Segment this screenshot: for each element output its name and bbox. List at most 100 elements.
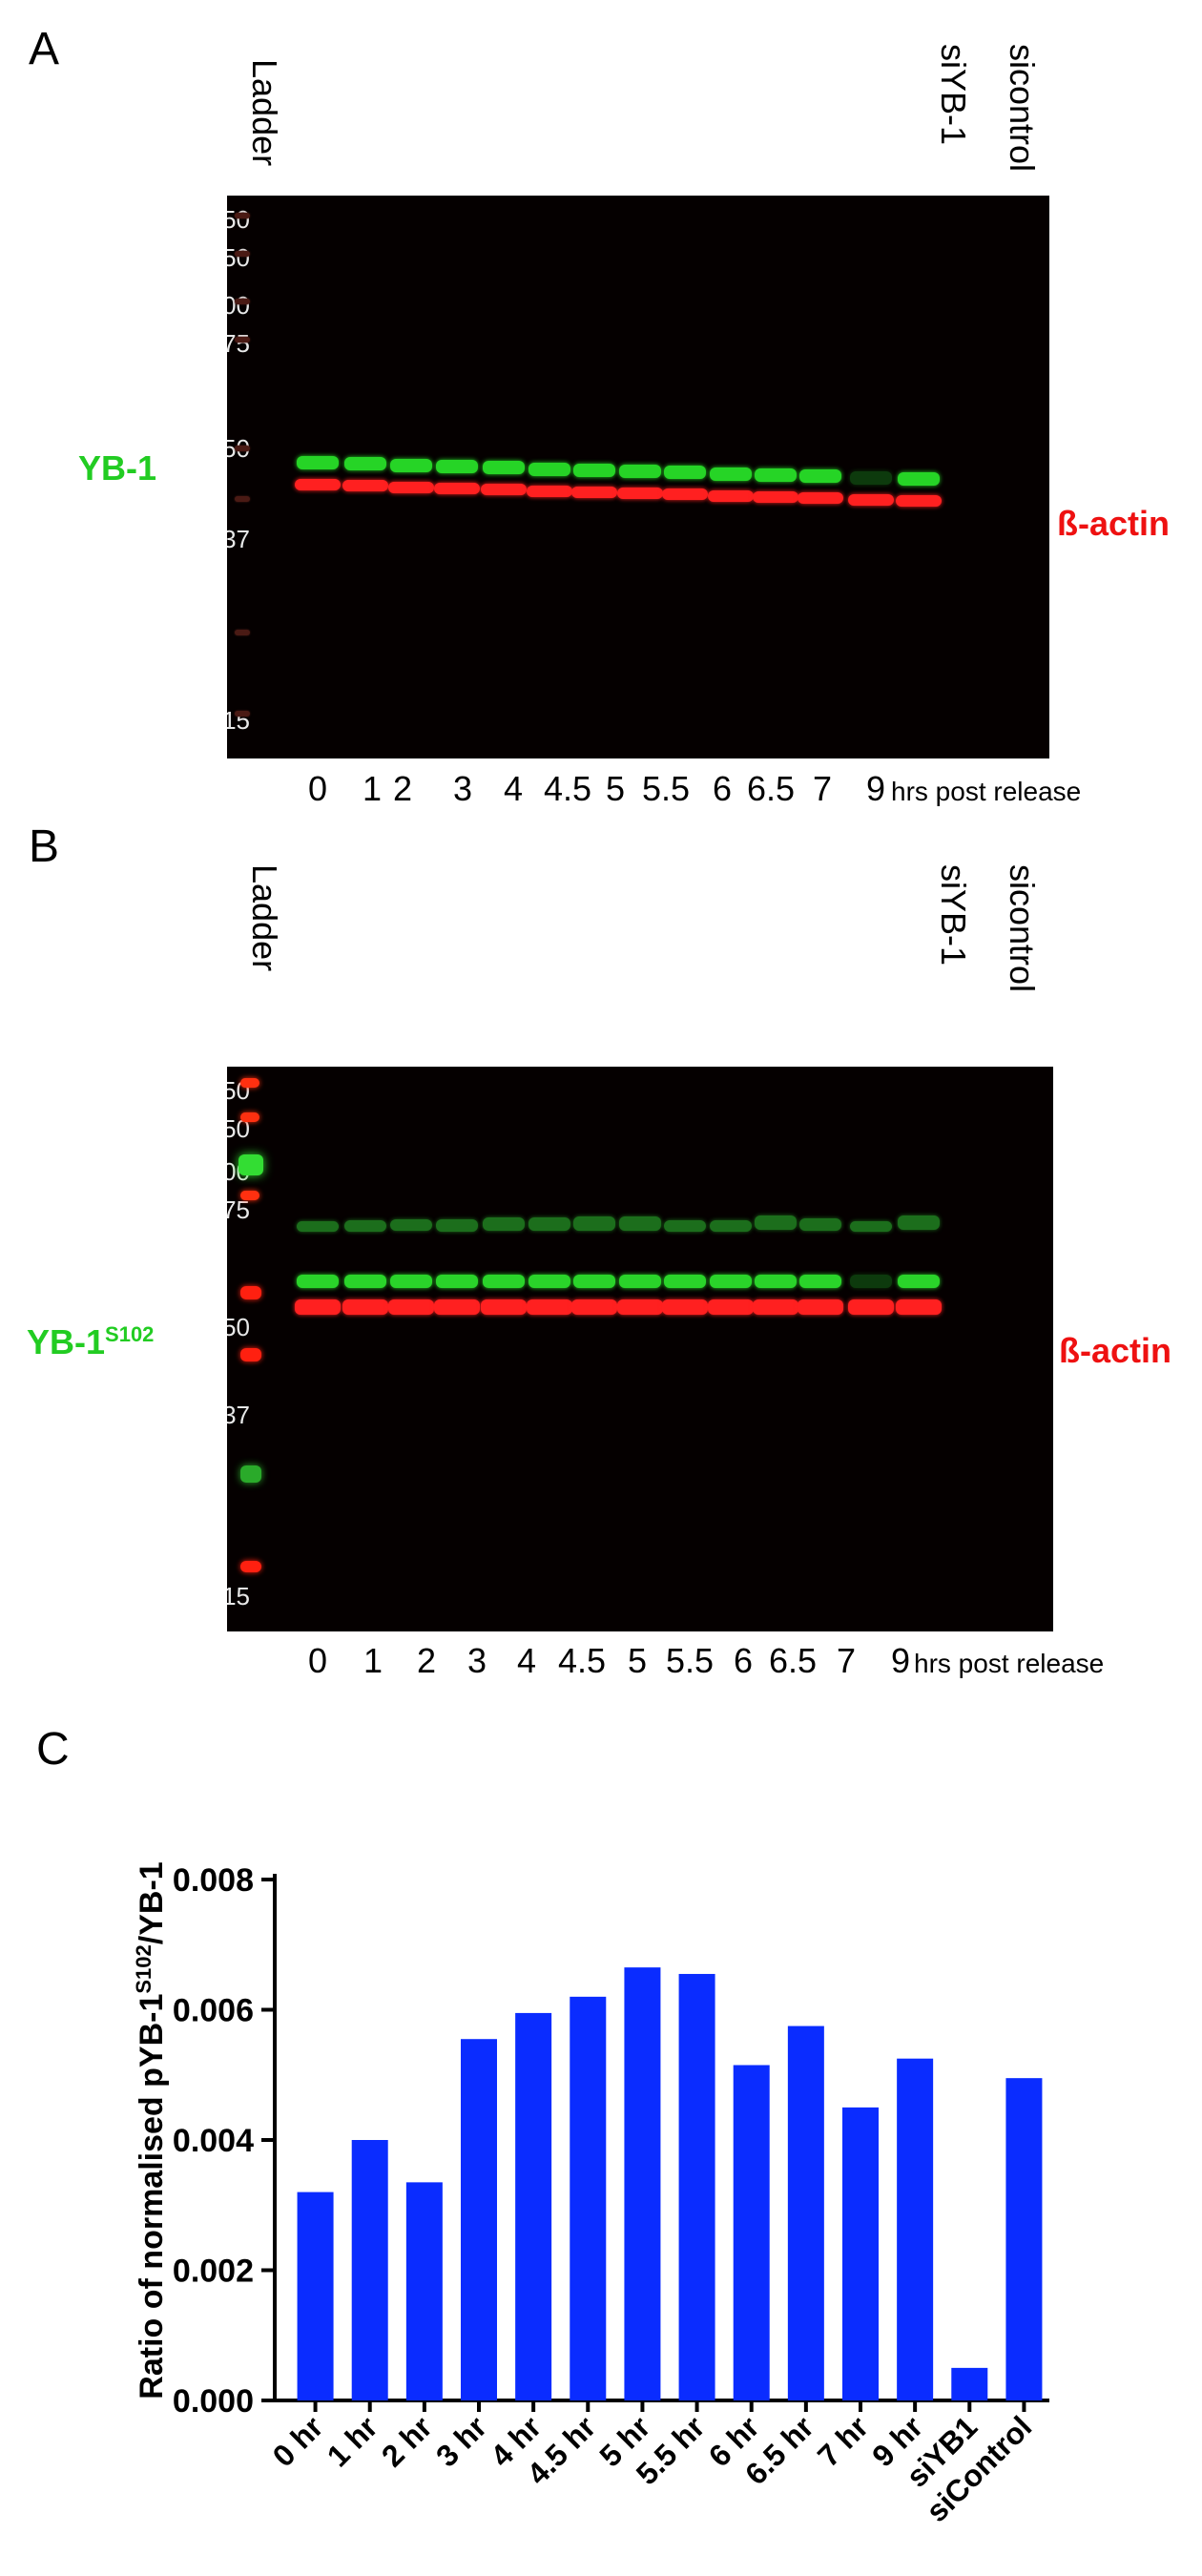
time-label: 0 [307, 1641, 328, 1680]
yb1-band [850, 471, 892, 485]
ladder-band [235, 299, 250, 304]
mw-marker-100-a: 100 [227, 291, 250, 320]
yb1-s102-upper-band [483, 1217, 525, 1231]
yb1-band [528, 463, 570, 476]
actin-band [617, 1299, 663, 1315]
yb1-band [664, 466, 706, 479]
bar [733, 2065, 770, 2400]
panel-b-label: B [29, 821, 60, 872]
yb1-s102-band [390, 1275, 432, 1288]
western-blot-a: 250 150 100 75 50 37 15 [227, 196, 1049, 758]
yb1-s102-upper-band [297, 1221, 339, 1232]
bar [297, 2192, 334, 2400]
x-tick-label: 1 hr [321, 2409, 384, 2473]
y-tick-label: 0.008 [173, 1862, 254, 1899]
time-label: 4 [516, 1641, 537, 1680]
time-label: 9 [865, 769, 886, 808]
time-label: 6.5 [746, 769, 796, 808]
ladder-band [240, 1348, 261, 1361]
time-label: 5.5 [665, 1641, 715, 1680]
bar [405, 2182, 443, 2400]
time-label: 5 [627, 1641, 648, 1680]
yb1-s102-upper-band [710, 1220, 752, 1232]
time-label: 9 [890, 1641, 911, 1680]
yb1-s102-band [664, 1275, 706, 1288]
yb1-s102-band [799, 1275, 841, 1288]
panel-a-label: A [29, 24, 60, 74]
hrs-post-release-label: hrs post release [914, 1649, 1105, 1678]
mw-marker-75-b: 75 [227, 1195, 250, 1224]
time-label: 1 [363, 1641, 383, 1680]
yb1-s102-upper-band [619, 1216, 661, 1231]
time-label: 1 [362, 769, 383, 808]
yb1-band [710, 467, 752, 481]
yb1-band [573, 464, 615, 477]
time-label: 0 [307, 769, 328, 808]
bar [842, 2107, 879, 2400]
y-tick-label: 0.002 [173, 2254, 254, 2290]
ladder-label-b: Ladder [245, 864, 284, 972]
actin-band [571, 1299, 617, 1315]
mw-marker-150-a: 150 [227, 243, 250, 272]
actin-band [434, 483, 480, 494]
yb1-s102-upper-band [898, 1215, 940, 1230]
ladder-band [235, 496, 250, 502]
yb1-s102-band [436, 1275, 478, 1288]
actin-band [527, 1299, 572, 1315]
bar [951, 2367, 988, 2400]
ladder-band [235, 251, 250, 257]
yb1-band [619, 465, 661, 478]
y-axis-label: Ratio of normalised pYB-1S102/YB-1 [132, 1861, 170, 2399]
ladder-band [235, 711, 250, 717]
western-blot-b: 250 150 100 75 50 37 15 [227, 1067, 1053, 1631]
actin-band [481, 1299, 527, 1315]
yb1-s102-label-b: YB-1S102 [27, 1322, 155, 1361]
x-tick-label: 0 hr [266, 2409, 330, 2473]
x-tick-label: 7 hr [811, 2409, 875, 2473]
actin-band [617, 488, 663, 499]
ladder-band [235, 446, 250, 451]
yb1-s102-band [850, 1275, 892, 1288]
yb1-band [483, 461, 525, 474]
y-tick-label: 0.004 [173, 2123, 254, 2159]
yb1-s102-upper-band [344, 1220, 386, 1232]
actin-band [848, 494, 894, 506]
time-labels-b: 0 1 2 3 4 4.5 5 5.5 6 6.5 7 9 hrs post release [0, 1641, 1202, 1689]
actin-band [571, 487, 617, 498]
bar [1005, 2078, 1043, 2400]
time-label: 7 [812, 769, 833, 808]
mw-marker-50-b: 50 [227, 1313, 250, 1341]
time-label: 4.5 [557, 1641, 607, 1680]
bar [624, 1967, 661, 2400]
time-label: 6 [712, 769, 733, 808]
ladder-band [240, 1286, 261, 1299]
yb1-s102-band [898, 1275, 940, 1288]
yb1-band [755, 468, 797, 482]
ladder-label-a: Ladder [245, 59, 284, 167]
ladder-band [238, 1154, 263, 1175]
actin-band [295, 479, 341, 490]
time-label: 6 [733, 1641, 754, 1680]
actin-band [896, 495, 942, 507]
ladder-band [235, 213, 250, 218]
mw-marker-37-a: 37 [227, 525, 250, 553]
mw-marker-15-b: 15 [227, 1582, 250, 1610]
actin-band [342, 1299, 388, 1315]
actin-band [848, 1299, 894, 1315]
yb1-band [297, 456, 339, 469]
panel-c-label: C [36, 1724, 70, 1775]
y-tick-label: 0.006 [173, 1993, 254, 2029]
bar-chart: 0.000 0.002 0.004 0.006 0.008 0 hr1 hr2 hr3 h… [132, 1861, 1049, 2528]
sicontrol-lane-label-a: sicontrol [1003, 44, 1042, 173]
yb1-s102-upper-band [573, 1216, 615, 1231]
yb1-s102-upper-band [390, 1219, 432, 1231]
siyb1-lane-label-a: siYB-1 [934, 44, 973, 146]
actin-band [388, 1299, 434, 1315]
time-label: 5.5 [641, 769, 691, 808]
yb1-s102-band [619, 1275, 661, 1288]
yb1-s102-upper-band [850, 1221, 892, 1232]
actin-band [753, 1299, 798, 1315]
siyb1-lane-label-b: siYB-1 [934, 864, 973, 966]
time-label: 5 [605, 769, 626, 808]
yb1-s102-upper-band [528, 1217, 570, 1231]
